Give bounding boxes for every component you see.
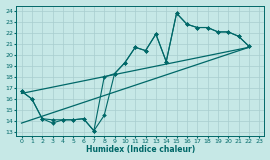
- X-axis label: Humidex (Indice chaleur): Humidex (Indice chaleur): [86, 145, 195, 154]
